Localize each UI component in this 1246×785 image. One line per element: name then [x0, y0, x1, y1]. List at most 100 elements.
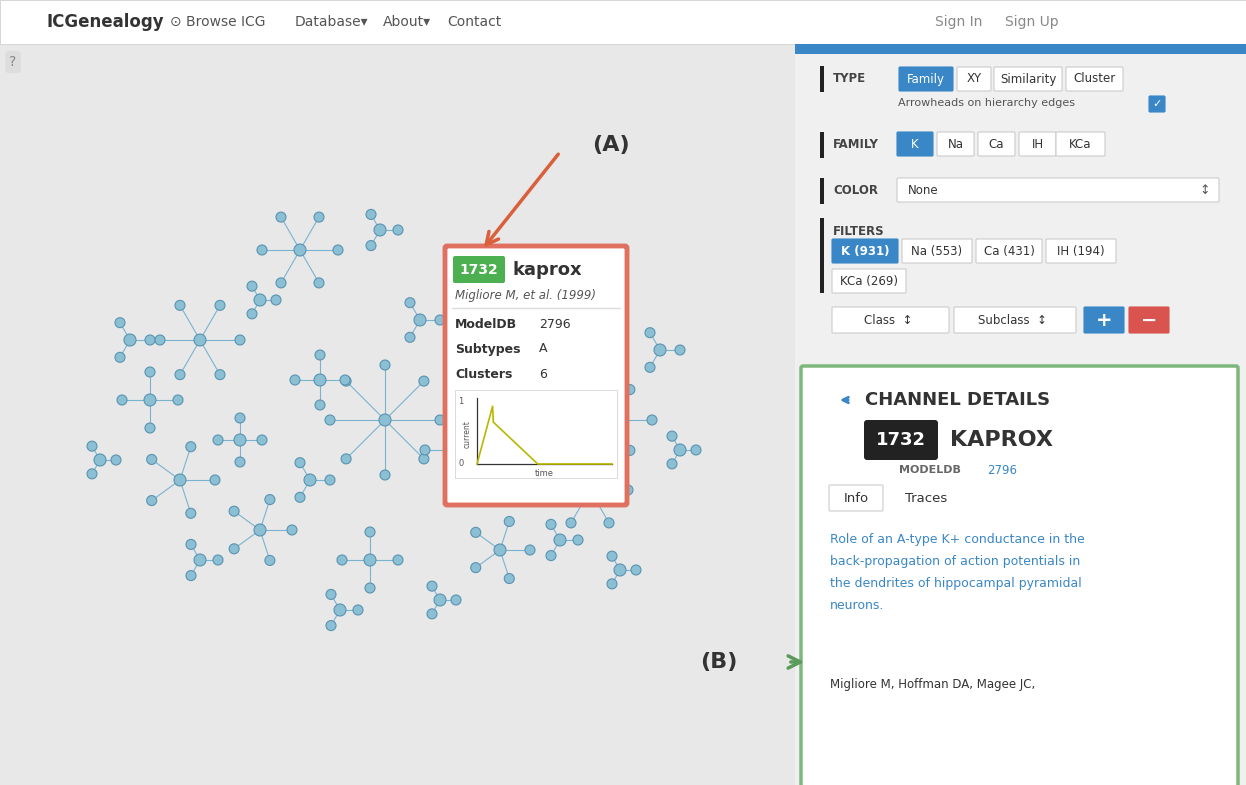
Circle shape — [270, 295, 282, 305]
Circle shape — [145, 394, 156, 406]
Circle shape — [336, 555, 346, 565]
Circle shape — [667, 459, 677, 469]
Circle shape — [475, 353, 485, 363]
Text: Subtypes: Subtypes — [455, 342, 521, 356]
Circle shape — [235, 413, 245, 423]
Circle shape — [625, 445, 635, 455]
Circle shape — [675, 345, 685, 355]
FancyBboxPatch shape — [1045, 239, 1116, 263]
Circle shape — [125, 334, 136, 346]
Text: kaprox: kaprox — [512, 261, 582, 279]
Text: Class  ↕: Class ↕ — [863, 313, 912, 327]
Circle shape — [545, 283, 554, 293]
Circle shape — [475, 397, 485, 407]
Circle shape — [145, 367, 155, 377]
FancyBboxPatch shape — [832, 239, 898, 263]
Circle shape — [257, 245, 267, 255]
Circle shape — [194, 334, 206, 346]
Circle shape — [547, 485, 557, 495]
Circle shape — [674, 444, 687, 456]
Circle shape — [567, 305, 577, 315]
Circle shape — [566, 518, 576, 528]
Circle shape — [593, 330, 603, 340]
Circle shape — [364, 554, 376, 566]
Circle shape — [505, 574, 515, 583]
Circle shape — [235, 335, 245, 345]
FancyBboxPatch shape — [957, 67, 991, 91]
Circle shape — [366, 240, 376, 250]
Bar — [820, 66, 824, 92]
Circle shape — [334, 604, 346, 616]
Circle shape — [566, 452, 576, 462]
Circle shape — [366, 210, 376, 220]
Circle shape — [505, 517, 515, 527]
Circle shape — [174, 370, 184, 380]
Circle shape — [147, 495, 157, 506]
FancyBboxPatch shape — [445, 246, 627, 505]
Bar — [455, 390, 617, 478]
Circle shape — [380, 360, 390, 370]
Circle shape — [115, 352, 125, 363]
FancyBboxPatch shape — [954, 307, 1077, 333]
Circle shape — [186, 539, 196, 550]
Circle shape — [525, 385, 535, 395]
Circle shape — [545, 327, 554, 337]
Circle shape — [265, 556, 275, 565]
Circle shape — [216, 370, 226, 380]
Circle shape — [470, 445, 480, 455]
Circle shape — [647, 415, 657, 425]
Circle shape — [667, 431, 677, 441]
FancyBboxPatch shape — [900, 67, 953, 91]
Circle shape — [257, 435, 267, 445]
Circle shape — [216, 301, 226, 310]
FancyBboxPatch shape — [897, 132, 933, 156]
Circle shape — [554, 409, 564, 419]
Circle shape — [546, 550, 556, 560]
FancyBboxPatch shape — [801, 366, 1239, 785]
Text: time: time — [535, 469, 553, 479]
Circle shape — [234, 434, 245, 446]
Text: (A): (A) — [592, 135, 629, 155]
Circle shape — [315, 400, 325, 410]
Bar — [820, 178, 824, 204]
Bar — [795, 44, 1246, 785]
Circle shape — [254, 524, 265, 536]
Circle shape — [611, 365, 621, 375]
FancyBboxPatch shape — [832, 307, 949, 333]
Text: Na (553): Na (553) — [911, 244, 963, 257]
Circle shape — [405, 298, 415, 308]
Circle shape — [294, 244, 307, 256]
Circle shape — [546, 520, 556, 529]
Circle shape — [445, 420, 455, 430]
FancyBboxPatch shape — [1084, 307, 1124, 333]
Circle shape — [435, 315, 445, 325]
Circle shape — [211, 475, 221, 485]
Circle shape — [174, 474, 186, 486]
Circle shape — [414, 314, 426, 326]
Text: Migliore M, et al. (1999): Migliore M, et al. (1999) — [455, 290, 596, 302]
FancyBboxPatch shape — [976, 239, 1042, 263]
Circle shape — [374, 224, 386, 236]
Text: XY: XY — [967, 72, 982, 86]
Text: A: A — [540, 342, 547, 356]
FancyBboxPatch shape — [863, 420, 938, 460]
Circle shape — [290, 375, 300, 385]
Circle shape — [186, 508, 196, 518]
Text: Contact: Contact — [447, 15, 501, 29]
Circle shape — [115, 318, 125, 327]
Circle shape — [405, 332, 415, 342]
Circle shape — [117, 395, 127, 405]
Text: Ca (431): Ca (431) — [983, 244, 1034, 257]
FancyBboxPatch shape — [1067, 67, 1123, 91]
Text: Family: Family — [907, 72, 944, 86]
Text: Info: Info — [844, 491, 868, 505]
Circle shape — [485, 245, 495, 254]
Circle shape — [295, 458, 305, 468]
Text: 1732: 1732 — [460, 263, 498, 277]
Circle shape — [473, 374, 486, 386]
Circle shape — [589, 434, 599, 444]
Circle shape — [507, 275, 517, 285]
Circle shape — [145, 335, 155, 345]
Text: KAPROX: KAPROX — [949, 430, 1053, 450]
Circle shape — [365, 583, 375, 593]
